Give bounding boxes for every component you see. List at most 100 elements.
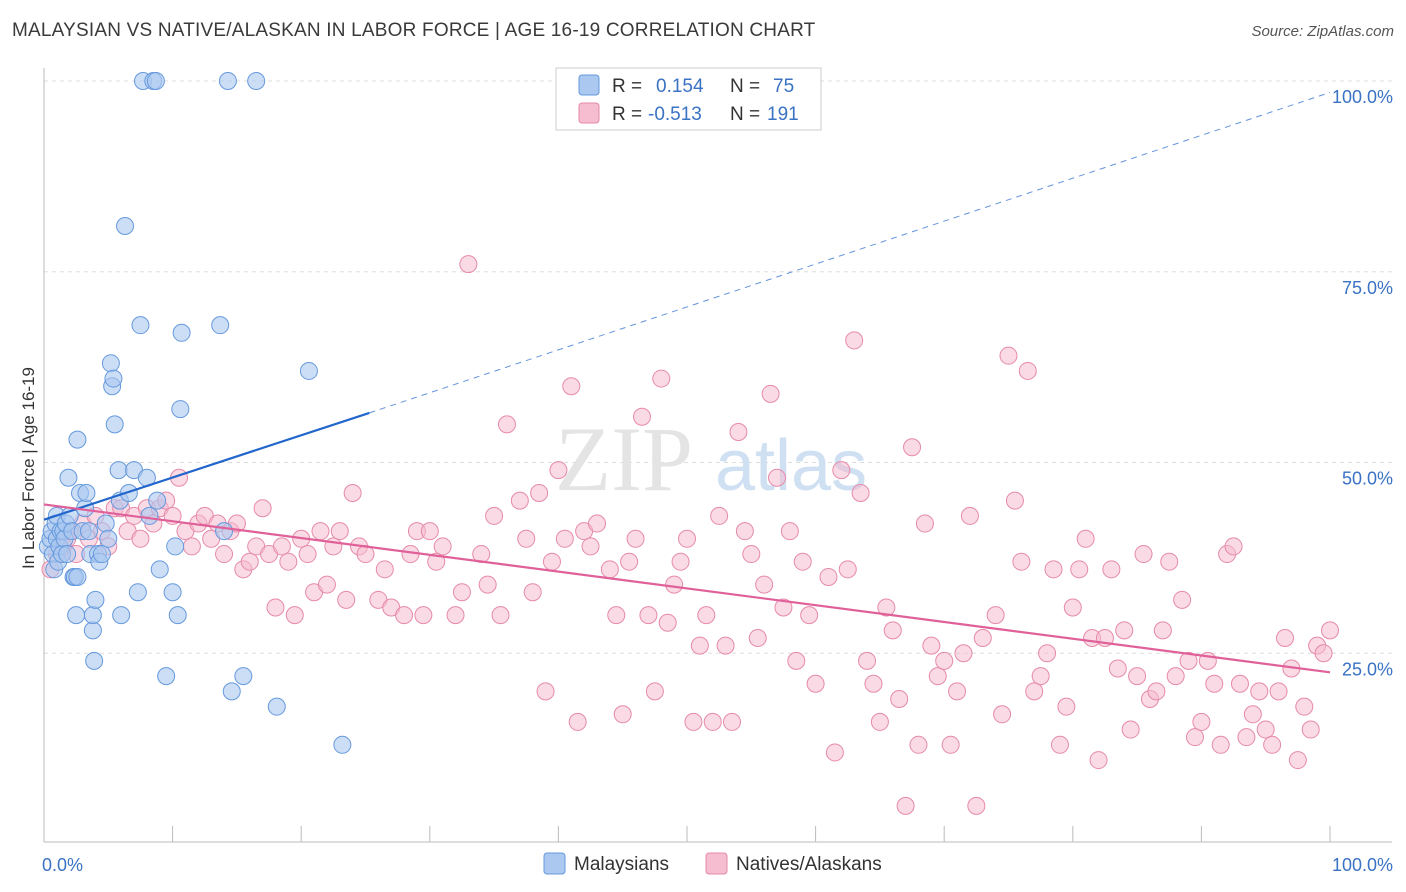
natives-point-187 — [1288, 751, 1307, 770]
malaysians-point-36 — [92, 545, 111, 564]
natives-point-84 — [613, 705, 632, 724]
natives-point-47 — [337, 590, 356, 609]
malaysians-points — [38, 72, 352, 754]
natives-point-82 — [600, 560, 619, 579]
natives-point-135 — [948, 682, 967, 701]
series-legend-natives: Natives/Alaskans — [736, 854, 882, 875]
natives-point-48 — [343, 484, 362, 503]
natives-point-124 — [877, 598, 896, 617]
malaysians-point-70 — [267, 697, 286, 716]
natives-point-67 — [491, 606, 510, 625]
y-axis-label: In Labor Force | Age 16-19 — [19, 367, 38, 569]
malaysians-point-72 — [333, 735, 352, 754]
natives-point-89 — [645, 682, 664, 701]
natives-point-99 — [710, 506, 729, 525]
malaysians-point-31 — [83, 606, 102, 625]
malaysians-point-45 — [112, 606, 131, 625]
natives-point-70 — [517, 529, 536, 548]
natives-point-68 — [497, 415, 516, 434]
malaysians-point-37 — [96, 514, 115, 533]
legend-n-label-2: N = — [730, 104, 760, 125]
malaysians-point-50 — [131, 316, 150, 335]
natives-point-105 — [748, 628, 767, 647]
malaysians-point-30 — [83, 621, 102, 640]
natives-point-159 — [1108, 659, 1127, 678]
natives-point-86 — [626, 529, 645, 548]
natives-point-178 — [1230, 674, 1249, 693]
natives-point-131 — [922, 636, 941, 655]
natives-point-128 — [903, 438, 922, 457]
gridlines — [44, 80, 1392, 654]
legend-r-label-1: R = — [612, 76, 642, 97]
natives-point-153 — [1070, 560, 1089, 579]
natives-point-123 — [870, 712, 889, 731]
series-legend-swatch-natives — [705, 852, 728, 875]
malaysians-point-63 — [172, 323, 191, 342]
natives-point-43 — [311, 522, 330, 541]
legend-swatch-pink — [578, 102, 600, 124]
malaysians-trend-line — [43, 411, 370, 521]
natives-point-32 — [240, 552, 259, 571]
natives-point-165 — [1147, 682, 1166, 701]
natives-point-69 — [510, 491, 529, 510]
malaysians-point-27 — [77, 484, 96, 503]
natives-point-112 — [793, 552, 812, 571]
series-legend-malaysians: Malaysians — [574, 854, 669, 875]
malaysians-point-16 — [59, 468, 78, 487]
natives-point-136 — [954, 644, 973, 663]
legend-n-value-2: 191 — [767, 104, 799, 125]
axes — [43, 68, 1392, 843]
series-legend: Malaysians Natives/Alaskans — [543, 852, 882, 875]
malaysians-point-66 — [218, 72, 237, 90]
natives-point-101 — [723, 712, 742, 731]
natives-point-141 — [993, 705, 1012, 724]
malaysians-point-71 — [299, 361, 318, 380]
natives-point-106 — [755, 575, 774, 594]
y-tick-label-3: 100.0% — [1332, 87, 1393, 107]
natives-point-39 — [285, 606, 304, 625]
natives-point-142 — [999, 346, 1018, 365]
natives-point-175 — [1211, 735, 1230, 754]
natives-point-150 — [1050, 735, 1069, 754]
natives-point-171 — [1185, 728, 1204, 747]
malaysians-point-21 — [67, 606, 86, 625]
natives-point-41 — [298, 545, 317, 564]
natives-point-143 — [1005, 491, 1024, 510]
natives-point-168 — [1166, 667, 1185, 686]
legend-swatch-blue — [578, 74, 600, 96]
natives-point-100 — [716, 636, 735, 655]
malaysians-point-32 — [85, 651, 104, 670]
stats-legend: R = 0.154 N = 75 R = -0.513 N = 191 — [555, 67, 822, 131]
natives-point-184 — [1269, 682, 1288, 701]
natives-point-160 — [1115, 621, 1134, 640]
natives-point-146 — [1025, 682, 1044, 701]
natives-point-77 — [562, 377, 581, 396]
natives-point-88 — [639, 606, 658, 625]
natives-point-119 — [845, 331, 864, 350]
natives-point-166 — [1153, 621, 1172, 640]
legend-r-value-2: -0.513 — [648, 104, 702, 125]
malaysians-point-15 — [58, 545, 77, 564]
natives-point-91 — [658, 613, 677, 632]
malaysians-point-68 — [234, 667, 253, 686]
natives-point-162 — [1128, 667, 1147, 686]
natives-point-120 — [851, 484, 870, 503]
natives-point-188 — [1295, 697, 1314, 716]
natives-point-38 — [279, 552, 298, 571]
natives-point-104 — [742, 545, 761, 564]
natives-point-148 — [1038, 644, 1057, 663]
malaysians-point-41 — [104, 369, 123, 388]
malaysians-point-58 — [157, 667, 176, 686]
natives-point-129 — [909, 735, 928, 754]
watermark-zip: ZIP — [555, 408, 693, 510]
natives-point-161 — [1121, 720, 1140, 739]
natives-point-152 — [1063, 598, 1082, 617]
malaysians-point-56 — [148, 491, 167, 510]
malaysians-point-55 — [146, 72, 165, 90]
natives-point-71 — [523, 583, 542, 602]
natives-point-74 — [542, 552, 561, 571]
natives-point-109 — [774, 598, 793, 617]
natives-point-169 — [1173, 590, 1192, 609]
natives-point-54 — [395, 606, 414, 625]
